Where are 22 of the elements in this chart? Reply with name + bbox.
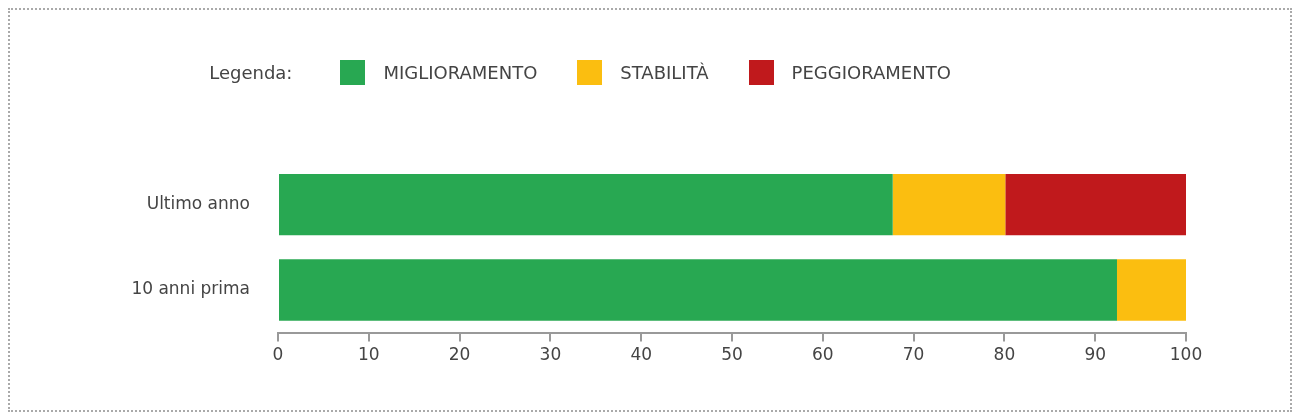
legend-label: MIGLIORAMENTO xyxy=(383,62,538,83)
bar xyxy=(279,259,1117,321)
legend-title: Legenda: xyxy=(209,62,293,83)
bar xyxy=(1005,173,1186,236)
bar xyxy=(1116,259,1186,321)
x-tick-label: 60 xyxy=(811,344,834,365)
y-tick-label: 10 anni prima xyxy=(131,278,250,299)
x-tick-label: 90 xyxy=(1084,344,1107,365)
legend-label: PEGGIORAMENTO xyxy=(791,62,951,83)
x-tick-label: 100 xyxy=(1169,344,1203,365)
x-tick-label: 80 xyxy=(993,344,1016,365)
x-tick-label: 30 xyxy=(539,344,562,365)
bar xyxy=(892,173,1006,236)
x-tick-label: 50 xyxy=(721,344,743,365)
y-tick-label: Ultimo anno xyxy=(146,193,250,214)
legend-label: STABILITÀ xyxy=(620,62,709,83)
x-tick-label: 10 xyxy=(357,344,380,365)
bar xyxy=(279,173,893,236)
x-tick-label: 0 xyxy=(272,344,284,365)
x-tick-label: 40 xyxy=(630,344,653,365)
x-tick-label: 70 xyxy=(902,344,925,365)
x-tick-label: 20 xyxy=(448,344,471,365)
